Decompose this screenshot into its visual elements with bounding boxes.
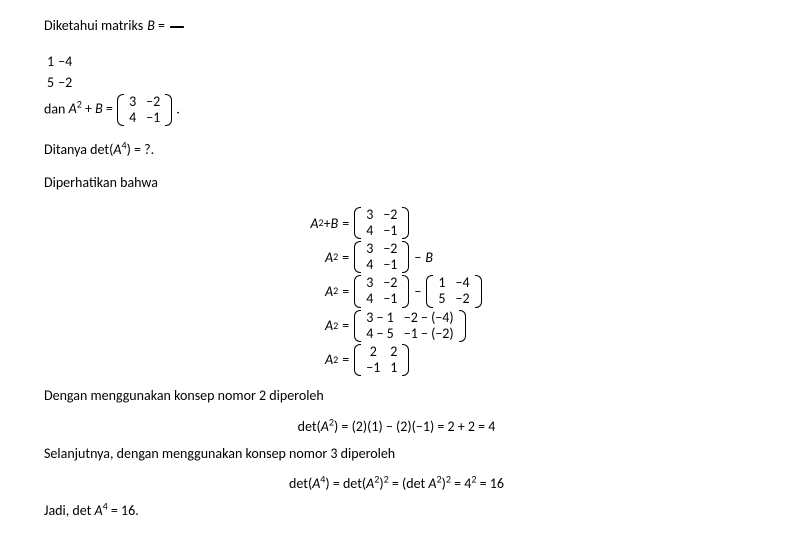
deriv-5-rhs: = 22−11 xyxy=(342,344,410,376)
deriv-1-lhs: A2 + B xyxy=(310,207,338,239)
deriv-2-matrix: 3−24−1 xyxy=(354,241,409,273)
deriv-1-matrix: 3−24−1 xyxy=(354,207,409,239)
deriv-4-rhs: = 3 − 1−2 − (−4)4 − 5−1 − (−2) xyxy=(342,310,466,342)
deriv-5-lhs: A2 xyxy=(325,344,338,376)
given-line: Diketahui matriks B = xyxy=(44,16,749,36)
given-text-a: Diketahui matriks xyxy=(44,16,143,36)
page: Diketahui matriks B = 1−45−2 dan A2 + B … xyxy=(0,0,793,551)
det-a2-expr: ) = (2)(1) − (2)(−1) = 2 + 2 = 4 xyxy=(334,418,495,435)
derivation-block: A2 + B = 3−24−1 A2 = 3−24−1 − B xyxy=(44,207,749,376)
det-a4-line: det(A4) = det(A2)2 = (det A2)2 = 42 = 16 xyxy=(44,477,749,491)
deriv-2-lhs: A2 xyxy=(325,241,338,273)
conclusion-text-a: Jadi, xyxy=(44,502,72,519)
note-line: Diperhatikan bahwa xyxy=(44,173,749,193)
given-a2pb-lhs: A2 + B = xyxy=(69,100,116,117)
deriv-2-rhs: = 3−24−1 − B xyxy=(342,241,433,273)
given-eqrow: Diketahui matriks B = xyxy=(44,16,185,36)
asked-line: Ditanya det(A4) = ?. xyxy=(44,140,749,160)
det-a2-block: det(A2) = (2)(1) − (2)(−1) = 2 + 2 = 4 xyxy=(44,420,749,434)
given-text-c: . xyxy=(176,100,180,117)
deriv-3-matrix-a: 3−24−1 xyxy=(354,275,409,307)
conclusion-line: Jadi, det A4 = 16. xyxy=(44,501,749,521)
deriv-4-matrix: 3 − 1−2 − (−4)4 − 5−1 − (−2) xyxy=(354,310,465,342)
deriv-3-rhs: = 3−24−1 − 1−45−2 xyxy=(342,275,482,307)
concept2-line: Dengan menggunakan konsep nomor 2 dipero… xyxy=(44,386,749,406)
deriv-4-lhs: A2 xyxy=(325,310,338,342)
matrix-A2pB-inline: 3−24−1 xyxy=(117,94,172,126)
det-a4-block: det(A4) = det(A2)2 = (det A2)2 = 42 = 16 xyxy=(44,477,749,491)
deriv-3-matrix-b: 1−45−2 xyxy=(426,275,481,307)
conclusion-text-b: . xyxy=(135,502,139,519)
deriv-3-lhs: A2 xyxy=(325,275,338,307)
asked-expr: det(A4) = ? xyxy=(90,141,150,158)
deriv-1-rhs: = 3−24−1 xyxy=(342,207,410,239)
given-text-b: dan xyxy=(44,100,69,117)
derivation-aligned: A2 + B = 3−24−1 A2 = 3−24−1 − B xyxy=(44,207,749,376)
given-b-lhs: B = xyxy=(147,16,165,36)
conclusion-expr: det A4 = 16 xyxy=(72,502,135,519)
asked-text-b: . xyxy=(151,141,155,158)
det-a2-line: det(A2) = (2)(1) − (2)(−1) = 2 + 2 = 4 xyxy=(44,420,749,434)
asked-text-a: Ditanya xyxy=(44,141,90,158)
deriv-5-matrix: 22−11 xyxy=(354,344,409,376)
concept3-line: Selanjutnya, dengan menggunakan konsep n… xyxy=(44,444,749,464)
